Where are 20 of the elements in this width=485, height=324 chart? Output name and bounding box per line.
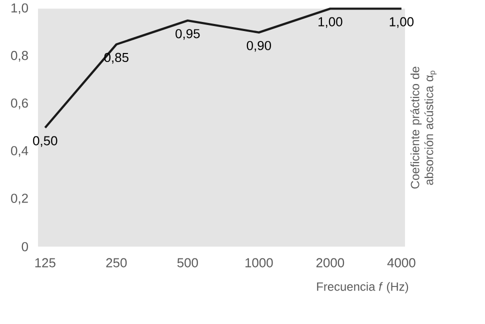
- x-tick-label: 250: [106, 258, 127, 268]
- data-label: 0,50: [33, 136, 58, 148]
- y-axis-title: Coeficiente práctico de absorción acústica α$_{p}$: [410, 66, 437, 189]
- data-label: 0,85: [104, 53, 128, 64]
- x-tick-label: 500: [177, 258, 198, 268]
- y-tick-label: 0,8: [11, 51, 28, 62]
- data-label: 1,00: [390, 17, 414, 28]
- data-label: 0,90: [246, 41, 272, 52]
- y-tick-label: 0,4: [11, 146, 28, 157]
- y-tick-label: 0,2: [11, 194, 28, 205]
- y-tick-label: 0,6: [11, 98, 28, 110]
- x-axis-title: Frecuencia f (Hz): [317, 282, 408, 294]
- x-tick-label: 1000: [245, 258, 273, 268]
- data-label: 0,95: [176, 29, 200, 40]
- x-tick-label: 2000: [316, 258, 344, 268]
- y-tick-label: 1,0: [11, 3, 28, 14]
- x-tick-label: 125: [35, 258, 56, 268]
- data-label: 1,00: [318, 17, 342, 28]
- y-tick-label: 0: [22, 242, 28, 252]
- x-tick-label: 4000: [387, 258, 416, 268]
